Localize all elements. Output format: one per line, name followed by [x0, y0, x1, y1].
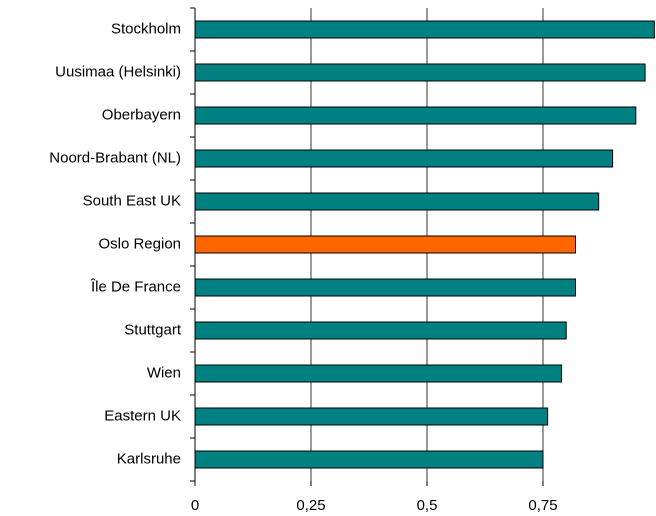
x-tick-label: 0,25 [296, 497, 325, 514]
y-tick-label: Wien [147, 364, 181, 381]
y-tick-label: Oslo Region [98, 235, 181, 252]
y-tick-label: South East UK [83, 192, 181, 209]
y-tick-label: Île De France [90, 278, 181, 295]
bar [194, 192, 600, 211]
y-tick-label: Eastern UK [104, 407, 181, 424]
bar [194, 450, 544, 469]
bar [194, 20, 655, 39]
y-tick-label: Karlsruhe [117, 450, 181, 467]
bar [194, 63, 646, 82]
x-tick-label: 0,75 [528, 497, 557, 514]
bar [194, 149, 614, 168]
y-tick-label: Oberbayern [102, 106, 181, 123]
y-tick-label: Stuttgart [124, 321, 182, 338]
x-tick-label: 0,5 [417, 497, 438, 514]
bar [194, 235, 576, 254]
bar [194, 106, 637, 125]
bar [194, 321, 567, 340]
y-tick-label: Noord-Brabant (NL) [49, 149, 181, 166]
bar [194, 364, 563, 383]
y-tick-label: Stockholm [111, 20, 181, 37]
bar [194, 278, 576, 297]
y-tick-label: Uusimaa (Helsinki) [55, 63, 181, 80]
x-tick-label: 0 [191, 497, 199, 514]
bar [194, 407, 549, 426]
